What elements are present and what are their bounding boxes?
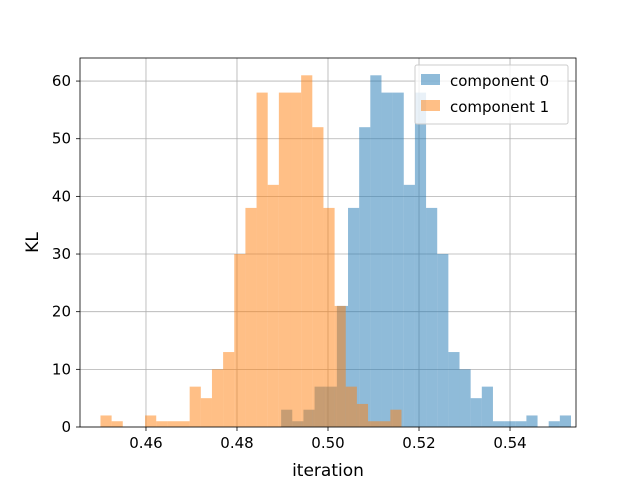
- y-tick-label: 10: [52, 360, 71, 378]
- y-tick-label: 40: [52, 187, 71, 205]
- histogram-bar-component-1: [189, 386, 201, 427]
- histogram-bar-component-0: [414, 92, 427, 427]
- legend: component 0 component 1: [414, 64, 569, 125]
- y-tick-label: 50: [52, 130, 71, 148]
- histogram-bar-component-0: [392, 92, 404, 427]
- histogram-bar-component-1: [156, 421, 168, 427]
- histogram-bar-component-0: [470, 398, 482, 427]
- histogram-bar-component-0: [437, 254, 449, 427]
- x-tick-label: 0.48: [220, 434, 253, 452]
- legend-label-component-0: component 0: [450, 72, 549, 90]
- x-axis-label: iteration: [292, 461, 364, 480]
- legend-swatch-component-1: [421, 100, 440, 111]
- histogram-bar-component-1: [223, 352, 235, 427]
- histogram-bar-component-1: [178, 421, 190, 427]
- histogram-bar-component-1: [256, 92, 268, 427]
- legend-swatch-component-0: [421, 74, 440, 85]
- histogram-bar-component-1: [245, 207, 257, 427]
- y-tick-label: 60: [52, 72, 71, 90]
- histogram-bar-component-1: [167, 421, 179, 427]
- histogram-bar-component-1: [290, 92, 302, 427]
- histogram-bar-component-1: [211, 369, 224, 427]
- histogram-bar-component-0: [504, 421, 516, 427]
- histogram-bar-component-0: [359, 127, 371, 427]
- histogram-bar-component-0: [459, 369, 471, 427]
- histogram-bar-component-0: [448, 352, 460, 427]
- y-tick-label: 0: [61, 418, 71, 436]
- histogram-bar-component-1: [323, 207, 335, 427]
- x-tick-label: 0.50: [311, 434, 344, 452]
- histogram-bar-component-0: [426, 207, 438, 427]
- histogram-bar-component-0: [526, 415, 538, 427]
- histogram-bar-component-0: [481, 386, 493, 427]
- histogram-bar-component-1: [301, 75, 313, 427]
- histogram-bar-component-1: [100, 415, 112, 427]
- histogram-bar-component-0: [370, 75, 382, 427]
- histogram-bar-component-1: [312, 127, 324, 427]
- legend-box: [414, 64, 569, 125]
- histogram-bar-component-0: [348, 207, 360, 427]
- histogram-bar-component-1: [356, 403, 369, 427]
- histogram-bar-component-1: [234, 254, 246, 427]
- histogram-bar-component-1: [200, 398, 212, 427]
- histogram-bar-component-1: [267, 184, 279, 427]
- histogram-bar-component-1: [379, 421, 391, 427]
- histogram-bar-component-1: [111, 421, 123, 427]
- x-tick-label: 0.54: [493, 434, 526, 452]
- y-tick-label: 20: [52, 303, 71, 321]
- histogram-bar-component-1: [345, 386, 357, 427]
- histogram-bar-component-0: [515, 421, 527, 427]
- y-axis-label: KL: [23, 232, 43, 253]
- histogram-bar-component-1: [390, 409, 402, 427]
- x-tick-label: 0.52: [402, 434, 435, 452]
- histogram-bar-component-0: [559, 415, 571, 427]
- x-tick-label: 0.46: [129, 434, 162, 452]
- histogram-bar-component-1: [278, 92, 291, 427]
- histogram-bar-component-0: [548, 421, 560, 427]
- legend-label-component-1: component 1: [450, 98, 549, 116]
- histogram-bar-component-0: [403, 184, 415, 427]
- histogram-bar-component-1: [334, 305, 346, 427]
- histogram-bar-component-1: [145, 415, 157, 427]
- histogram-bar-component-0: [381, 92, 393, 427]
- histogram-bars: [100, 75, 571, 427]
- axis-ticks: 0.46 0.48 0.50 0.52 0.54 0 10 20 30 40 50 60: [52, 72, 527, 452]
- histogram-bar-component-0: [492, 421, 505, 427]
- y-tick-label: 30: [52, 245, 71, 263]
- histogram-bar-component-1: [368, 421, 380, 427]
